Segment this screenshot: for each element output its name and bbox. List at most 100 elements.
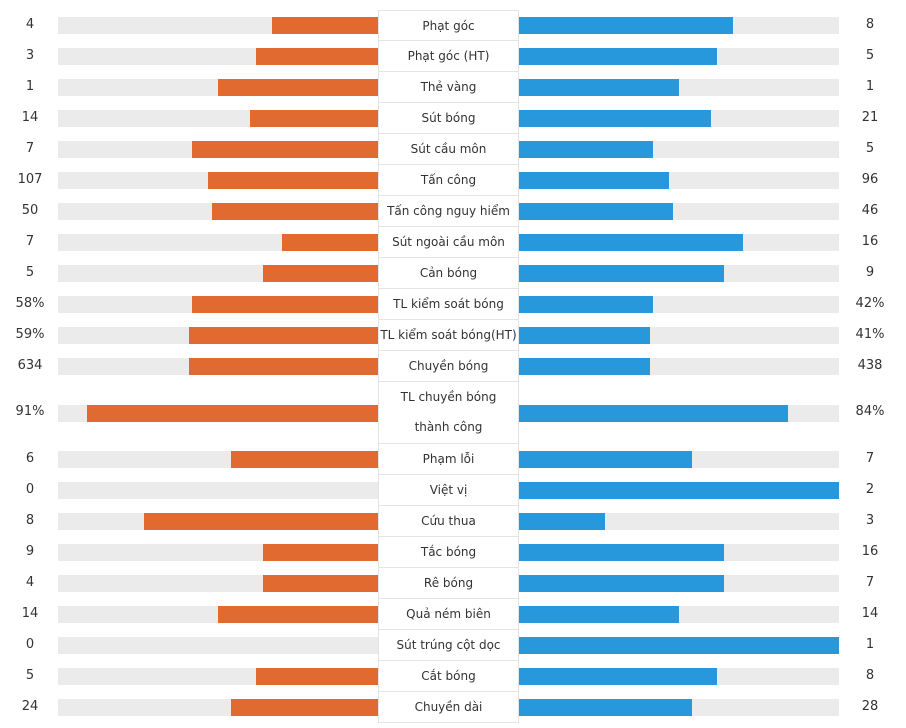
away-value: 42% [855,295,885,311]
home-bar-track [58,544,378,561]
home-bar-track [58,513,378,530]
home-value: 0 [25,636,35,652]
home-value: 7 [25,140,35,156]
stat-label: Tắc bóng [378,537,519,568]
home-bar [272,17,378,34]
away-value: 5 [865,47,875,63]
away-value: 21 [861,109,879,125]
home-value: 50 [21,202,39,218]
home-bar-track [58,17,378,34]
home-bar [256,668,378,685]
away-value: 9 [865,264,875,280]
away-bar [519,451,692,468]
away-value: 7 [865,574,875,590]
home-bar [189,358,378,375]
home-bar [218,79,378,96]
away-bar [519,203,673,220]
home-bar [192,296,378,313]
away-value: 3 [865,512,875,528]
away-bar [519,637,839,654]
home-bar [256,48,378,65]
home-bar-track [58,327,378,344]
home-bar-track [58,234,378,251]
home-bar [208,172,378,189]
stat-label: Sút bóng [378,103,519,134]
away-bar-track [519,48,839,65]
away-value: 46 [861,202,879,218]
home-bar-track [58,699,378,716]
away-value: 5 [865,140,875,156]
stat-label: Thẻ vàng [378,72,519,103]
home-value: 91% [15,404,45,419]
away-bar-track [519,296,839,313]
home-bar-track [58,79,378,96]
away-bar [519,513,605,530]
away-bar-track [519,234,839,251]
away-value: 8 [865,667,875,683]
away-bar-track [519,544,839,561]
away-bar [519,296,653,313]
away-bar-track [519,203,839,220]
away-value: 96 [861,171,879,187]
home-bar [263,575,378,592]
home-bar-track [58,404,378,422]
home-bar-track [58,296,378,313]
home-value: 107 [17,171,43,187]
home-value: 0 [25,481,35,497]
stat-label: TL kiểm soát bóng [378,289,519,320]
away-bar [519,544,724,561]
stat-label: Việt vị [378,475,519,506]
away-bar-track [519,141,839,158]
away-bar [519,668,717,685]
home-bar-track [58,606,378,623]
away-bar [519,141,653,158]
home-bar-track [58,358,378,375]
away-bar-track [519,172,839,189]
away-bar-track [519,637,839,654]
home-bar-track [58,265,378,282]
stat-label: TL chuyền bóng thành công [378,382,519,444]
home-bar [87,404,378,422]
away-bar-track [519,451,839,468]
stat-label: Phạt góc (HT) [378,41,519,72]
home-value: 5 [25,264,35,280]
away-value: 16 [861,233,879,249]
away-bar [519,358,650,375]
home-bar-track [58,668,378,685]
home-bar-track [58,141,378,158]
home-bar-track [58,48,378,65]
away-value: 84% [855,404,885,419]
home-value: 4 [25,574,35,590]
stat-label: Sút cầu môn [378,134,519,165]
away-bar-track [519,606,839,623]
home-bar [192,141,378,158]
home-value: 7 [25,233,35,249]
home-bar-track [58,451,378,468]
stat-label: Tấn công [378,165,519,196]
home-bar [144,513,378,530]
home-value: 6 [25,450,35,466]
home-bar [250,110,378,127]
away-bar-track [519,327,839,344]
away-bar-track [519,404,839,422]
away-bar [519,404,788,422]
away-bar [519,172,669,189]
away-value: 14 [861,605,879,621]
away-value: 438 [857,357,883,373]
stat-label: Cứu thua [378,506,519,537]
home-value: 8 [25,512,35,528]
away-bar-track [519,358,839,375]
home-bar [212,203,378,220]
stat-label: TL kiểm soát bóng(HT) [378,320,519,351]
away-bar [519,265,724,282]
away-bar [519,234,743,251]
away-value: 16 [861,543,879,559]
stat-label: Phạm lỗi [378,444,519,475]
stat-label: Tấn công nguy hiểm [378,196,519,227]
home-value: 14 [21,605,39,621]
away-bar [519,17,733,34]
away-bar-track [519,79,839,96]
away-bar [519,327,650,344]
stat-label: Rê bóng [378,568,519,599]
